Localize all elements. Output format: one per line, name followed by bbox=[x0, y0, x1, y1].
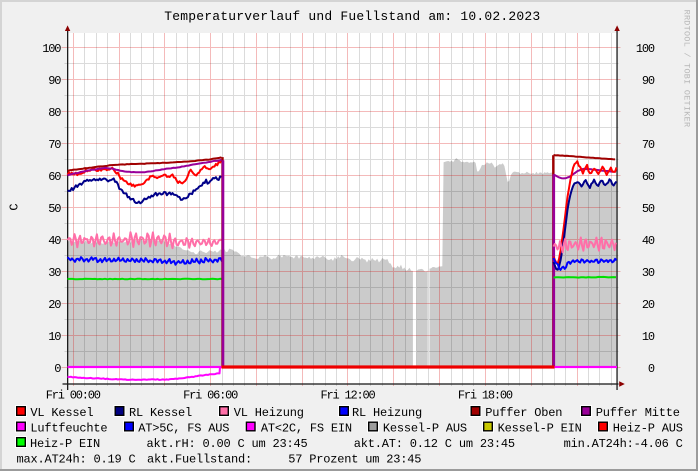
svg-text:Heiz-P EIN: Heiz-P EIN bbox=[30, 437, 100, 451]
svg-text:80: 80 bbox=[48, 106, 61, 120]
svg-text:RRDTOOL / TOBI OETIKER: RRDTOOL / TOBI OETIKER bbox=[681, 10, 691, 128]
svg-text:Fri 00:00: Fri 00:00 bbox=[46, 388, 101, 402]
svg-text:90: 90 bbox=[48, 74, 61, 88]
svg-text:min.AT24h:-4.06 C: min.AT24h:-4.06 C bbox=[564, 437, 683, 451]
svg-text:90: 90 bbox=[642, 74, 655, 88]
svg-text:70: 70 bbox=[48, 138, 61, 152]
svg-text:Kessel-P AUS: Kessel-P AUS bbox=[383, 421, 467, 435]
svg-text:30: 30 bbox=[48, 266, 61, 280]
svg-text:VL Kessel: VL Kessel bbox=[30, 406, 93, 420]
svg-text:20: 20 bbox=[642, 298, 655, 312]
svg-text:60: 60 bbox=[48, 170, 61, 184]
svg-text:0: 0 bbox=[54, 362, 61, 376]
svg-text:10: 10 bbox=[48, 330, 61, 344]
svg-text:Kessel-P EIN: Kessel-P EIN bbox=[498, 421, 582, 435]
svg-text:RL Heizung: RL Heizung bbox=[352, 406, 422, 420]
svg-text:Fri 18:00: Fri 18:00 bbox=[458, 388, 513, 402]
svg-text:Luftfeuchte: Luftfeuchte bbox=[30, 421, 107, 435]
svg-text:40: 40 bbox=[642, 234, 655, 248]
svg-text:AT<2C, FS EIN: AT<2C, FS EIN bbox=[261, 421, 352, 435]
svg-text:Temperaturverlauf und Fuellsta: Temperaturverlauf und Fuellstand am: 10.… bbox=[164, 9, 540, 24]
svg-text:akt.AT: 0.12 C um 23:45: akt.AT: 0.12 C um 23:45 bbox=[354, 437, 515, 451]
svg-text:C: C bbox=[8, 203, 22, 210]
svg-text:Fri 12:00: Fri 12:00 bbox=[320, 388, 375, 402]
svg-text:max.AT24h: 0.19 C: max.AT24h: 0.19 C bbox=[17, 452, 136, 466]
svg-text:40: 40 bbox=[48, 234, 61, 248]
svg-text:30: 30 bbox=[642, 266, 655, 280]
svg-text:70: 70 bbox=[642, 138, 655, 152]
svg-text:akt.rH: 0.00 C um 23:45: akt.rH: 0.00 C um 23:45 bbox=[147, 437, 308, 451]
svg-text:RL Kessel: RL Kessel bbox=[129, 406, 192, 420]
svg-text:10: 10 bbox=[642, 330, 655, 344]
svg-text:VL Heizung: VL Heizung bbox=[234, 406, 304, 420]
svg-text:57 Prozent um 23:45: 57 Prozent um 23:45 bbox=[288, 452, 421, 466]
svg-text:Puffer Oben: Puffer Oben bbox=[485, 406, 562, 420]
svg-text:100: 100 bbox=[42, 42, 61, 56]
svg-text:100: 100 bbox=[636, 42, 655, 56]
svg-text:AT>5C, FS AUS: AT>5C, FS AUS bbox=[138, 421, 229, 435]
svg-text:60: 60 bbox=[642, 170, 655, 184]
svg-text:akt.Fuellstand:: akt.Fuellstand: bbox=[147, 452, 252, 466]
svg-text:Puffer Mitte: Puffer Mitte bbox=[596, 406, 680, 420]
svg-text:80: 80 bbox=[642, 106, 655, 120]
svg-text:50: 50 bbox=[48, 202, 61, 216]
svg-text:0: 0 bbox=[648, 362, 655, 376]
svg-text:50: 50 bbox=[642, 202, 655, 216]
svg-text:Fri 06:00: Fri 06:00 bbox=[183, 388, 238, 402]
svg-text:20: 20 bbox=[48, 298, 61, 312]
svg-text:Heiz-P AUS: Heiz-P AUS bbox=[613, 421, 683, 435]
